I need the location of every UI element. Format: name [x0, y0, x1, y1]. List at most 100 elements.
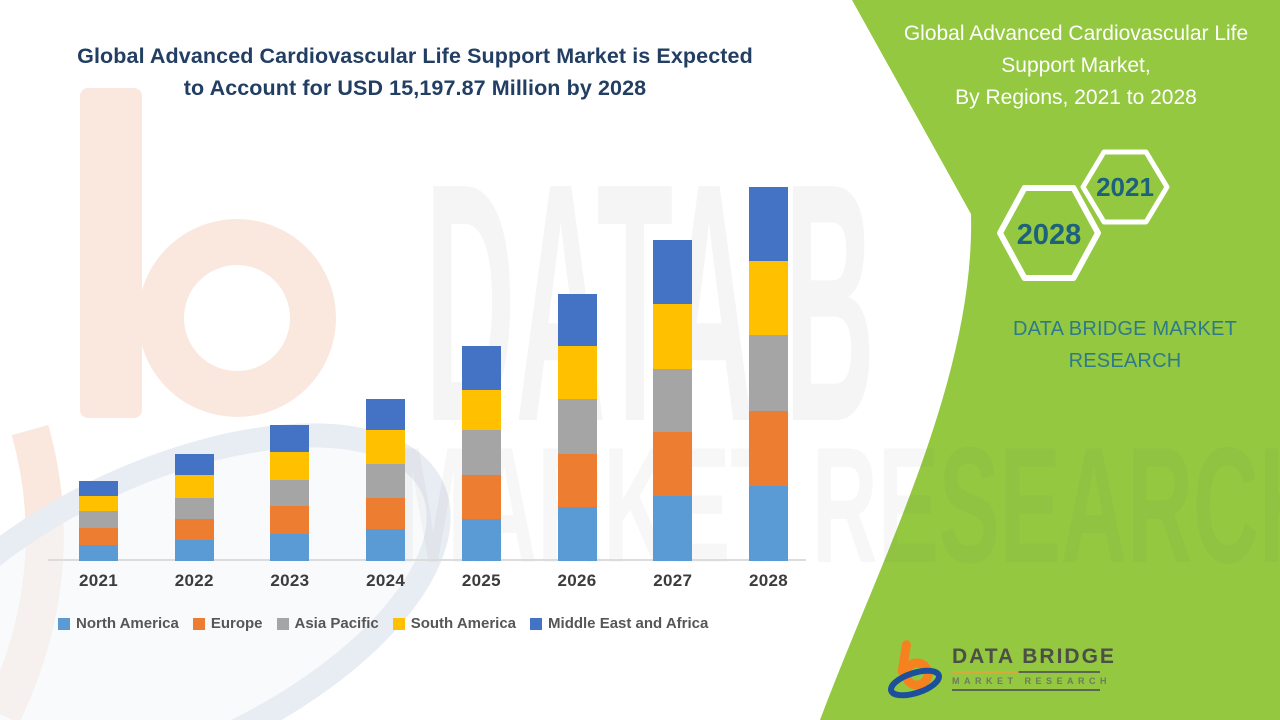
chart-title-line1: Global Advanced Cardiovascular Life Supp… — [77, 44, 753, 68]
bar-segment-2021-south-america — [79, 496, 118, 512]
legend-item-north-america: North America — [58, 615, 179, 632]
x-axis-label-2026: 2026 — [557, 571, 597, 590]
bar-2022 — [174, 454, 214, 561]
side-panel-title: Global Advanced Cardiovascular Life Supp… — [872, 18, 1280, 114]
watermark-b-stem — [80, 88, 142, 418]
side-panel-title-line3: By Regions, 2021 to 2028 — [955, 86, 1197, 109]
brand-wordmark-line2: RESEARCH — [1068, 350, 1182, 372]
x-axis-label-2024: 2024 — [366, 571, 406, 590]
bar-segment-2024-middle-east-and-africa — [366, 399, 406, 431]
legend-label-south-america: South America — [410, 615, 517, 632]
legend-item-europe: Europe — [192, 615, 263, 632]
hexagon-2028-label: 2028 — [1017, 219, 1082, 251]
legend-swatch-europe — [192, 617, 205, 630]
bar-2025 — [461, 346, 501, 561]
bar-segment-2028-middle-east-and-africa — [748, 187, 788, 262]
bar-segment-2024-north-america — [366, 529, 406, 561]
logo-divider-bottom — [952, 689, 1100, 691]
bar-segment-2026-north-america — [557, 506, 597, 561]
bar-segment-2025-asia-pacific — [461, 430, 501, 476]
brand-wordmark: DATA BRIDGE MARKET RESEARCH — [950, 313, 1280, 377]
bar-segment-2021-north-america — [79, 545, 118, 561]
bar-2026 — [557, 293, 597, 561]
bar-segment-2027-south-america — [653, 303, 693, 369]
bar-segment-2023-middle-east-and-africa — [270, 425, 310, 453]
chart-legend: North America Europe Asia Pacific South Ame… — [58, 615, 708, 632]
bar-segment-2028-asia-pacific — [748, 335, 788, 412]
hexagon-2021-label: 2021 — [1096, 172, 1154, 202]
legend-swatch-middle-east-and-africa — [530, 617, 543, 630]
logo-text-block: DATA BRIDGE MARKET RESEARCH — [952, 637, 1116, 691]
legend-swatch-asia-pacific — [276, 617, 289, 630]
bar-segment-2021-middle-east-and-africa — [79, 481, 118, 497]
bar-segment-2024-asia-pacific — [366, 464, 406, 498]
data-bridge-logo: DATA BRIDGE MARKET RESEARCH — [888, 637, 1116, 701]
bar-segment-2022-europe — [174, 518, 214, 540]
bar-segment-2022-north-america — [174, 539, 214, 561]
watermark-text-bottom: MARKET RESEARCH — [395, 413, 1280, 597]
bar-segment-2026-south-america — [557, 346, 597, 400]
bar-segment-2021-europe — [79, 527, 118, 546]
bar-2024 — [366, 399, 406, 561]
bar-segment-2023-south-america — [270, 452, 310, 481]
bar-segment-2028-north-america — [748, 485, 788, 561]
bar-segment-2021-asia-pacific — [79, 511, 118, 528]
bar-segment-2026-middle-east-and-africa — [557, 293, 597, 347]
legend-label-middle-east-and-africa: Middle East and Africa — [548, 615, 709, 632]
legend-item-asia-pacific: Asia Pacific — [276, 615, 379, 632]
bar-segment-2025-europe — [461, 475, 501, 519]
side-panel-title-line1: Global Advanced Cardiovascular Life — [903, 22, 1249, 45]
logo-b-stem — [897, 640, 911, 676]
legend-label-north-america: North America — [76, 615, 179, 632]
bar-segment-2025-south-america — [461, 389, 501, 431]
hexagon-2028 — [997, 185, 1101, 281]
x-axis-label-2023: 2023 — [270, 571, 310, 590]
x-axis-label-2022: 2022 — [174, 571, 214, 590]
logo-divider-top — [952, 671, 1100, 673]
bar-2023 — [270, 425, 310, 561]
legend-item-south-america: South America — [392, 615, 517, 632]
chart-title-line2: to Account for USD 15,197.87 Million by … — [183, 76, 647, 100]
legend-swatch-south-america — [392, 617, 405, 630]
x-axis-label-2027: 2027 — [653, 571, 693, 590]
bar-segment-2022-south-america — [174, 475, 214, 498]
bar-segment-2026-asia-pacific — [557, 399, 597, 455]
bar-2021 — [79, 481, 118, 561]
side-panel-title-line2: Support Market, — [1001, 54, 1151, 77]
bar-segment-2028-europe — [748, 411, 788, 486]
bar-segment-2027-middle-east-and-africa — [653, 240, 693, 304]
bar-segment-2028-south-america — [748, 261, 788, 336]
bar-segment-2025-middle-east-and-africa — [461, 346, 501, 390]
bar-2028 — [748, 187, 788, 561]
bar-segment-2023-europe — [270, 506, 310, 534]
year-hexagons: 2021 2028 — [997, 149, 1170, 281]
x-axis-label-2021: 2021 — [78, 571, 119, 590]
x-axis-label-2025: 2025 — [461, 571, 501, 590]
bar-segment-2027-north-america — [653, 496, 693, 561]
bar-segment-2027-asia-pacific — [653, 368, 693, 433]
legend-swatch-north-america — [58, 617, 70, 630]
bar-segment-2023-north-america — [270, 533, 310, 561]
legend-item-middle-east-and-africa: Middle East and Africa — [530, 615, 708, 632]
legend-label-asia-pacific: Asia Pacific — [294, 615, 379, 632]
legend-label-europe: Europe — [210, 615, 263, 632]
logo-sub-brand: MARKET RESEARCH — [952, 676, 1112, 686]
logo-brand-name: DATA BRIDGE — [952, 645, 1116, 668]
logo-blue-swoosh — [888, 667, 942, 699]
bar-segment-2024-europe — [366, 497, 406, 530]
x-axis-label-2028: 2028 — [748, 571, 788, 590]
bar-segment-2027-europe — [653, 432, 693, 497]
watermark-b-bowl — [138, 219, 336, 417]
bar-segment-2022-asia-pacific — [174, 498, 214, 519]
brand-wordmark-line1: DATA BRIDGE MARKET — [1012, 318, 1237, 340]
x-axis-line — [48, 559, 806, 561]
hexagon-2021 — [1080, 149, 1170, 225]
bar-segment-2022-middle-east-and-africa — [174, 454, 214, 476]
bar-segment-2026-europe — [557, 454, 597, 507]
bar-segment-2023-asia-pacific — [270, 480, 310, 507]
data-bridge-logo-icon — [888, 640, 942, 699]
bar-2027 — [653, 240, 693, 561]
bar-segment-2024-south-america — [366, 430, 406, 465]
